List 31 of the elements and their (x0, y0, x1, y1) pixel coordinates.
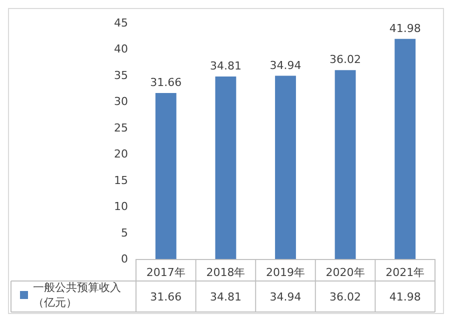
y-tick-label: 30 (114, 95, 128, 108)
annotation: 34.81 (210, 59, 242, 72)
y-tick-label: 45 (114, 16, 128, 30)
bar (275, 76, 296, 259)
bar (334, 70, 356, 259)
y-tick-label: 40 (114, 42, 128, 56)
bar (394, 38, 416, 259)
data-label: 34.94 (270, 290, 302, 304)
x-tick-label: 2019年 (266, 266, 305, 279)
x-tick-label: 2021年 (386, 266, 425, 279)
data-label: 41.98 (389, 290, 421, 304)
bar (155, 92, 176, 259)
annotation: 36.02 (330, 53, 362, 66)
annotation: 41.98 (389, 22, 421, 35)
y-tick-label: 5 (121, 226, 128, 240)
bar (215, 76, 236, 259)
annotation: 31.66 (150, 76, 182, 89)
y-tick-label: 10 (114, 200, 128, 214)
annotation: 34.94 (270, 58, 302, 72)
y-tick-label: 15 (114, 174, 128, 187)
legend-label: 一般公共预算收入（亿元） (33, 281, 121, 309)
data-label: 36.02 (330, 290, 362, 304)
data-label: 31.66 (150, 290, 182, 304)
y-tick-label: 25 (114, 121, 128, 134)
data-label: 34.81 (210, 290, 242, 304)
y-tick-label: 35 (114, 68, 128, 82)
y-tick-label: 20 (114, 148, 128, 161)
x-tick-label: 2017年 (146, 266, 186, 279)
x-tick-label: 2018年 (206, 266, 246, 279)
y-tick-label: 0 (121, 252, 128, 266)
x-tick-label: 2020年 (326, 266, 365, 279)
